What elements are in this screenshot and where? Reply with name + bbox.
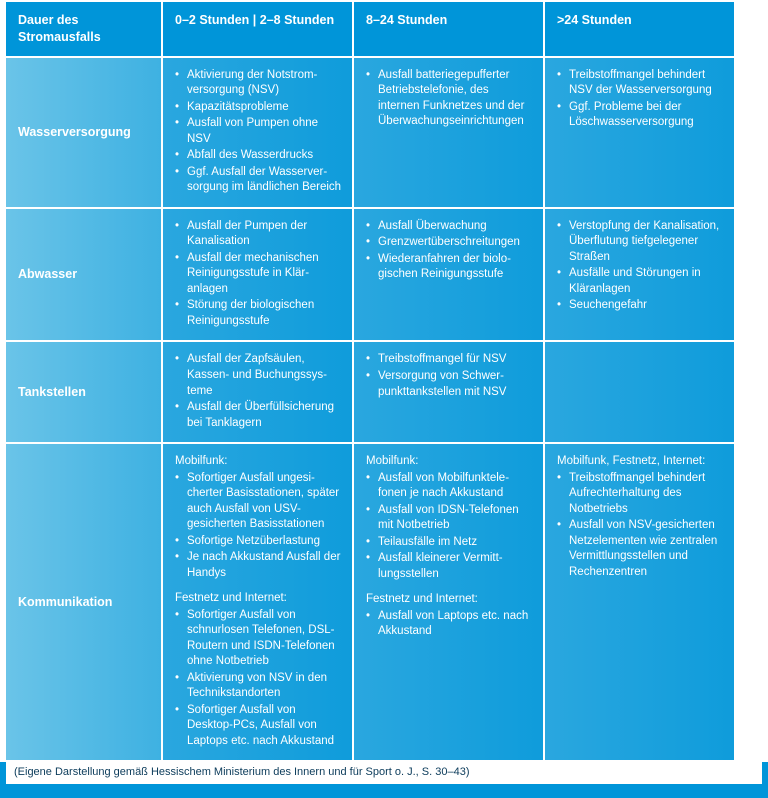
cell-list-item: Treibstoffmangel behin­dert Aufrechterha…: [557, 471, 724, 518]
cell-list-item: Seuchengefahr: [557, 298, 724, 314]
cell-list-item: Wiederanfahren der biolo­gischen Reinigu…: [366, 252, 533, 283]
table-cell: Ausfall der Zapfsäulen, Kassen- und Buch…: [163, 342, 352, 442]
header-col-1: 8–24 Stunden: [354, 2, 543, 56]
cell-list: Treibstoffmangel für NSVVersorgung von S…: [366, 352, 533, 400]
cell-list: Sofortiger Ausfall ungesi­cherter Basiss…: [175, 471, 342, 582]
cell-list-item: Kapazitätsprobleme: [175, 100, 342, 116]
table-cell: Ausfall batteriegepufferter Betriebstele…: [354, 58, 543, 207]
cell-list-item: Ausfall von NSV-gesi­cherten Netzelement…: [557, 518, 724, 580]
cell-list: Ausfall der Zapfsäulen, Kassen- und Buch…: [175, 352, 342, 431]
table-cell: Mobilfunk, Festnetz, Inter­net:Treibstof…: [545, 444, 734, 760]
cell-list-item: Sofortiger Ausfall von Desktop-PCs, Ausf…: [175, 703, 342, 750]
cell-list: Treibstoffmangel behin­dert Aufrechterha…: [557, 471, 724, 581]
table-cell: [545, 342, 734, 442]
cell-list-item: Treibstoffmangel für NSV: [366, 352, 533, 368]
cell-list-item: Ausfall von Laptops etc. nach Akkustand: [366, 609, 533, 640]
cell-list-item: Ggf. Probleme bei der Löschwasserversorg…: [557, 100, 724, 131]
cell-list: Ausfall batteriegepufferter Betriebstele…: [366, 68, 533, 130]
cell-list: Ausfall der Pumpen der KanalisationAusfa…: [175, 219, 342, 330]
cell-subheading: Mobilfunk:: [175, 454, 342, 470]
cell-list-item: Ausfälle und Störungen in Kläranlagen: [557, 266, 724, 297]
cell-list: Ausfall von Laptops etc. nach Akkustand: [366, 609, 533, 640]
cell-list: Verstopfung der Kanali­sation, Überflutu…: [557, 219, 724, 314]
cell-list-item: Treibstoffmangel behin­dert NSV der Wass…: [557, 68, 724, 99]
cell-list-item: Abfall des Wasserdrucks: [175, 148, 342, 164]
table-cell: Mobilfunk:Sofortiger Ausfall ungesi­cher…: [163, 444, 352, 760]
cell-subheading: Festnetz und Internet:: [175, 591, 342, 607]
cell-list: Sofortiger Ausfall von schnurlosen Telef…: [175, 608, 342, 750]
cell-list-item: Ausfall der Pumpen der Kanalisation: [175, 219, 342, 250]
cell-list-item: Ausfall batteriegepufferter Betriebstele…: [366, 68, 533, 130]
cell-list-item: Aktivierung der Notstrom­versorgung (NSV…: [175, 68, 342, 99]
table-cell: Treibstoffmangel für NSVVersorgung von S…: [354, 342, 543, 442]
cell-list-item: Je nach Akkustand Ausfall der Handys: [175, 550, 342, 581]
row-label: Wasserversorgung: [6, 58, 161, 207]
cell-list: Treibstoffmangel behin­dert NSV der Wass…: [557, 68, 724, 131]
header-col-0: 0–2 Stunden | 2–8 Stunden: [163, 2, 352, 56]
cell-list-item: Ausfall der Überfüllsiche­rung bei Tankl…: [175, 400, 342, 431]
cell-list-item: Sofortiger Ausfall ungesi­cherter Basiss…: [175, 471, 342, 533]
cell-list: Ausfall ÜberwachungGrenzwertüberschreitu…: [366, 219, 533, 283]
header-col-2: >24 Stunden: [545, 2, 734, 56]
row-label: Kommunikation: [6, 444, 161, 760]
row-label: Abwasser: [6, 209, 161, 341]
caption: (Eigene Darstellung gemäß Hessischem Min…: [6, 762, 762, 784]
cell-list-item: Ausfall der Zapfsäulen, Kassen- und Buch…: [175, 352, 342, 399]
cell-subheading: Mobilfunk:: [366, 454, 533, 470]
cell-list-item: Ausfall der mechanischen Reinigungsstufe…: [175, 251, 342, 298]
cell-list-item: Ausfall von IDSN-Telefonen mit Notbetrie…: [366, 503, 533, 534]
cell-list-item: Störung der biologischen Reinigungsstufe: [175, 298, 342, 329]
cell-list-item: Ausfall kleinerer Vermitt­lungsstellen: [366, 551, 533, 582]
cell-list-item: Teilausfälle im Netz: [366, 535, 533, 551]
cell-list-item: Sofortiger Ausfall von schnurlosen Telef…: [175, 608, 342, 670]
table-cell: Mobilfunk:Ausfall von Mobilfunktele­fone…: [354, 444, 543, 760]
table-cell: Treibstoffmangel behin­dert NSV der Wass…: [545, 58, 734, 207]
cell-list-item: Ggf. Ausfall der Wasserver­sorgung im lä…: [175, 165, 342, 196]
table-cell: Aktivierung der Notstrom­versorgung (NSV…: [163, 58, 352, 207]
table-cell: Ausfall ÜberwachungGrenzwertüberschreitu…: [354, 209, 543, 341]
cell-list-item: Ausfall Überwachung: [366, 219, 533, 235]
cell-list-item: Ausfall von Pumpen ohne NSV: [175, 116, 342, 147]
outage-table: Dauer des Stromausfalls 0–2 Stunden | 2–…: [0, 0, 768, 762]
cell-subheading: Festnetz und Internet:: [366, 592, 533, 608]
cell-list-item: Ausfall von Mobilfunktele­fonen je nach …: [366, 471, 533, 502]
cell-list-item: Grenzwertüberschreitungen: [366, 235, 533, 251]
row-label: Tankstellen: [6, 342, 161, 442]
cell-list-item: Sofortige Netzüberlastung: [175, 534, 342, 550]
table-wrap: Dauer des Stromausfalls 0–2 Stunden | 2–…: [0, 0, 768, 792]
table-cell: Verstopfung der Kanali­sation, Überflutu…: [545, 209, 734, 341]
cell-list: Ausfall von Mobilfunktele­fonen je nach …: [366, 471, 533, 583]
table-cell: Ausfall der Pumpen der KanalisationAusfa…: [163, 209, 352, 341]
cell-list-item: Versorgung von Schwer­punkttankstellen m…: [366, 369, 533, 400]
cell-subheading: Mobilfunk, Festnetz, Inter­net:: [557, 454, 724, 470]
header-category: Dauer des Stromausfalls: [6, 2, 161, 56]
cell-list: Aktivierung der Notstrom­versorgung (NSV…: [175, 68, 342, 196]
cell-list-item: Verstopfung der Kanali­sation, Überflutu…: [557, 219, 724, 266]
cell-list-item: Aktivierung von NSV in den Technikstando…: [175, 671, 342, 702]
